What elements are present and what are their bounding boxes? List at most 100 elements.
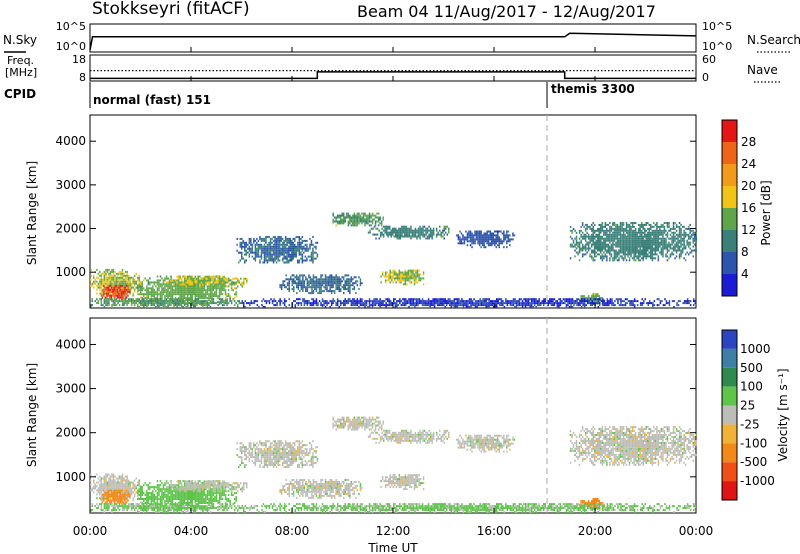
power-cell: [308, 302, 310, 305]
power-cell: [672, 253, 675, 256]
power-cell: [96, 292, 98, 295]
power-cell: [112, 280, 115, 283]
power-cell: [110, 288, 113, 291]
power-cell: [414, 229, 417, 232]
power-cell: [609, 300, 612, 303]
power-cell: [642, 237, 644, 240]
power-cell: [608, 304, 610, 307]
power-cell: [677, 300, 680, 303]
power-cell: [662, 231, 664, 234]
power-cell: [592, 251, 594, 254]
power-cell: [678, 235, 681, 238]
power-cell: [152, 281, 154, 284]
power-cell: [167, 283, 169, 286]
power-cell: [309, 278, 312, 281]
power-cell: [356, 302, 359, 305]
power-cell: [591, 300, 593, 303]
power-cell: [156, 289, 159, 292]
power-cell: [244, 261, 246, 264]
freq-left-tick-top: 18: [72, 53, 86, 66]
power-cell: [180, 287, 183, 290]
power-cell: [302, 288, 304, 291]
power-cell: [689, 247, 691, 250]
power-cell: [654, 231, 657, 234]
power-cell: [143, 302, 145, 305]
power-cell: [257, 251, 260, 254]
power-cell: [301, 259, 304, 262]
power-cell: [283, 243, 285, 246]
power-cell: [398, 271, 401, 274]
power-cell: [277, 251, 279, 254]
power-cell: [130, 276, 133, 279]
power-cell: [628, 223, 631, 226]
power-cell: [578, 251, 581, 254]
power-cell: [647, 253, 649, 256]
power-cell: [489, 238, 491, 241]
power-cell: [269, 243, 272, 246]
power-cell: [459, 230, 461, 233]
power-cell: [309, 255, 311, 258]
power-cell: [527, 304, 530, 307]
power-cell: [556, 306, 559, 308]
power-cell: [211, 279, 213, 282]
power-cell: [202, 279, 204, 282]
power-cell: [487, 242, 490, 245]
power-cell: [349, 282, 351, 285]
power-cell: [552, 300, 554, 303]
power-cell: [627, 235, 629, 238]
power-cell: [607, 239, 610, 242]
power-cell: [103, 284, 105, 287]
power-cell: [338, 282, 340, 285]
power-cell: [350, 280, 353, 283]
power-cell: [422, 235, 424, 238]
power-cell: [426, 304, 428, 307]
power-cell: [358, 218, 360, 221]
power-cell: [118, 286, 120, 289]
power-cell: [259, 236, 261, 238]
power-cell: [625, 259, 628, 262]
power-cell: [613, 229, 616, 232]
power-cell: [286, 243, 288, 246]
power-cell: [91, 284, 93, 287]
power-cell: [586, 243, 588, 246]
power-cell: [412, 277, 414, 280]
power-cell: [310, 239, 313, 242]
power-cell: [297, 261, 299, 264]
power-cell: [660, 241, 663, 244]
power-cell: [630, 233, 632, 236]
power-cell: [452, 302, 454, 305]
power-cell: [444, 302, 446, 305]
power-cell: [410, 227, 412, 230]
power-y-tick-label: 4000: [55, 134, 86, 148]
power-cell: [171, 293, 174, 296]
power-cell: [353, 302, 356, 305]
power-cell: [594, 298, 596, 301]
power-cell: [527, 300, 530, 303]
power-cell: [606, 302, 609, 305]
power-cell: [556, 300, 559, 303]
power-cell: [302, 274, 304, 277]
power-cell: [486, 234, 488, 237]
power-cell: [176, 289, 178, 292]
power-cell: [618, 253, 620, 256]
power-cell: [690, 249, 693, 252]
power-cell: [215, 279, 218, 282]
power-cell: [273, 300, 275, 303]
power-cell: [291, 253, 293, 256]
power-cell: [352, 222, 354, 225]
power-cell: [414, 304, 416, 307]
power-cell: [591, 237, 593, 240]
power-cell: [571, 245, 573, 248]
power-cell: [115, 278, 118, 281]
power-cell: [147, 279, 150, 282]
power-cell: [311, 292, 313, 295]
power-cell: [656, 298, 659, 301]
power-cell: [364, 304, 366, 307]
power-cell: [401, 273, 404, 276]
power-cell: [648, 255, 650, 258]
power-cell: [164, 302, 166, 305]
power-cell: [618, 298, 621, 301]
power-cell: [170, 298, 172, 301]
power-cell: [472, 240, 475, 243]
power-cell: [97, 282, 100, 285]
